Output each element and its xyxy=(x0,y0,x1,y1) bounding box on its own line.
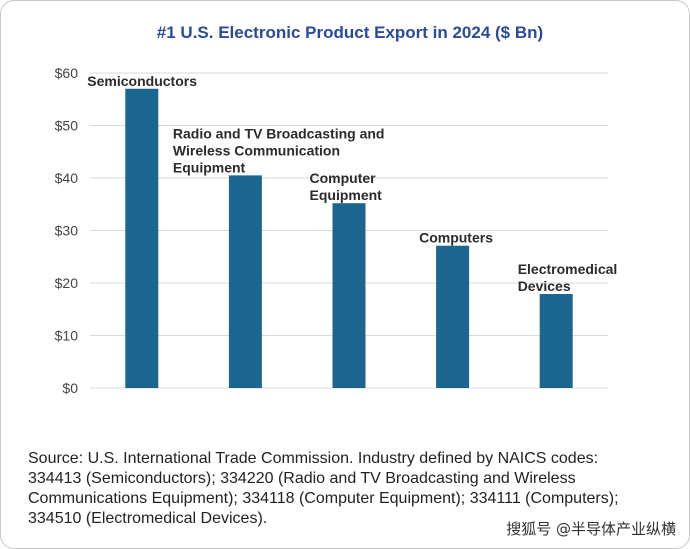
chart-title: #1 U.S. Electronic Product Export in 202… xyxy=(157,23,543,42)
category-label: Computer Equipment xyxy=(310,170,383,203)
source-line: Source: U.S. International Trade Commiss… xyxy=(28,450,599,467)
y-tick-label: $50 xyxy=(55,118,79,134)
y-tick-label: $0 xyxy=(62,380,78,396)
bar xyxy=(436,245,470,388)
y-tick-label: $30 xyxy=(55,223,79,239)
watermark: 搜狐号 @半导体产业纵横 xyxy=(506,520,676,538)
y-tick-label: $10 xyxy=(55,328,79,344)
category-label: Semiconductors xyxy=(87,73,197,89)
category-label: Radio and TV Broadcasting and Wireless Co… xyxy=(173,125,385,175)
source-line: 334510 (Electromedical Devices). xyxy=(28,510,268,527)
bar xyxy=(125,88,159,388)
bar xyxy=(332,203,366,388)
source-line: 334413 (Semiconductors); 334220 (Radio a… xyxy=(28,470,576,487)
bar xyxy=(539,294,573,388)
bars xyxy=(125,88,573,388)
y-tick-label: $60 xyxy=(55,65,79,81)
bar xyxy=(228,175,262,388)
category-label: Computers xyxy=(419,230,493,246)
y-tick-label: $40 xyxy=(55,170,79,186)
category-labels: Semiconductors Radio and TV Broadcasting … xyxy=(87,73,617,294)
source-line: Communications Equipment); 334118 (Compu… xyxy=(28,490,619,507)
y-axis-ticks: $0 $10 $20 $30 $40 $50 $60 xyxy=(55,65,79,396)
category-label: Electromedical Devices xyxy=(518,261,618,294)
y-tick-label: $20 xyxy=(55,275,79,291)
source-note: Source: U.S. International Trade Commiss… xyxy=(28,449,668,529)
